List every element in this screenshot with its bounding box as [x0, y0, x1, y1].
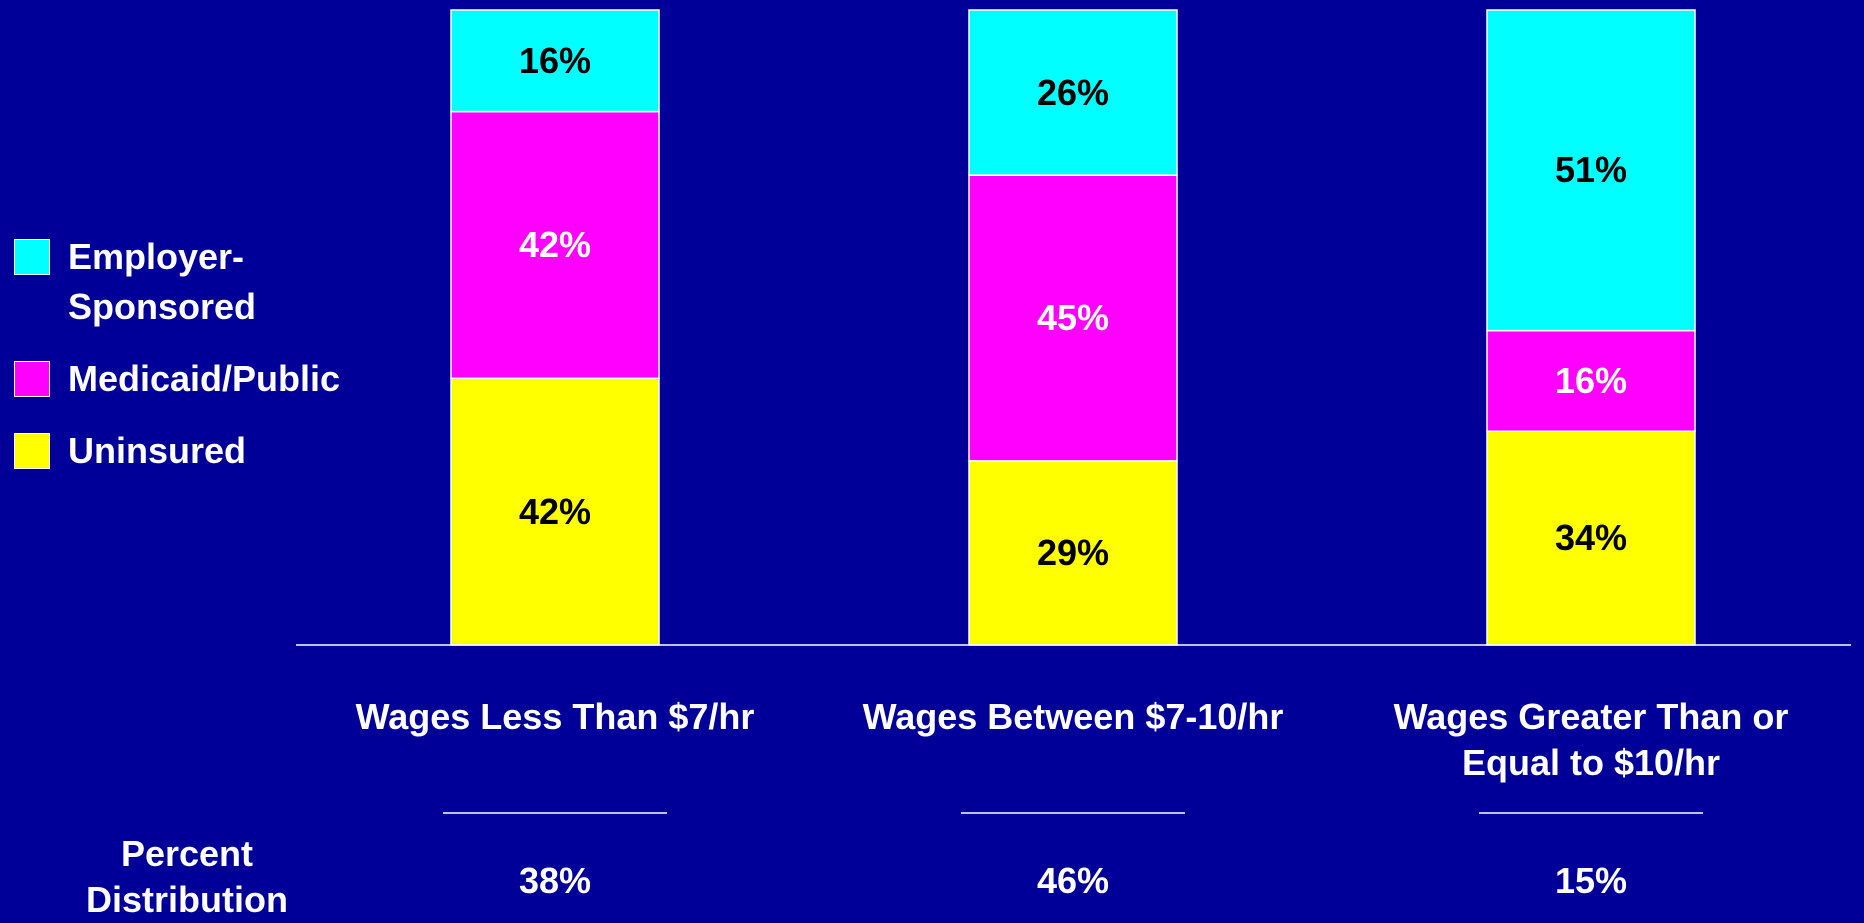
- legend-item: Uninsured: [14, 426, 308, 476]
- legend-swatch: [14, 239, 50, 275]
- bar-segment: [450, 9, 660, 113]
- legend-item: Employer-Sponsored: [14, 232, 308, 332]
- data-label: 51%: [1554, 149, 1628, 191]
- category-label: Wages Less Than $7/hr: [355, 696, 755, 737]
- bar-segment: [1486, 329, 1696, 432]
- data-label: 16%: [518, 39, 592, 81]
- legend-label: Uninsured: [68, 430, 247, 471]
- data-label: 16%: [1554, 359, 1628, 401]
- legend-label: Medicaid/Public: [68, 358, 341, 399]
- category-label: Wages Between $7-10/hr: [862, 696, 1284, 737]
- bar-segment: [450, 377, 660, 646]
- data-label: 34%: [1554, 517, 1628, 559]
- data-label: 42%: [518, 490, 592, 532]
- bar-segment: [450, 110, 660, 380]
- data-label: 26%: [1036, 71, 1110, 113]
- data-label: 29%: [1036, 531, 1110, 573]
- data-label: 42%: [518, 223, 592, 265]
- distribution-value: 38%: [518, 860, 592, 901]
- legend-label: Employer-Sponsored: [68, 236, 257, 327]
- legend-item: Medicaid/Public: [14, 354, 341, 404]
- data-label: 45%: [1036, 296, 1110, 338]
- distribution-label: Percent Distribution: [86, 833, 288, 920]
- bar-segment: [968, 460, 1178, 646]
- legend-swatch: [14, 361, 50, 397]
- bar-segment: [968, 9, 1178, 176]
- bar-segment: [1486, 9, 1696, 332]
- distribution-value: 15%: [1554, 860, 1628, 901]
- distribution-value: 46%: [1036, 860, 1110, 901]
- category-label: Wages Greater Than or Equal to $10/hr: [1393, 696, 1789, 783]
- bar-segment: [968, 174, 1178, 462]
- legend: Employer-Sponsored Medicaid/Public Uninsur…: [14, 232, 341, 476]
- legend-swatch: [14, 433, 50, 469]
